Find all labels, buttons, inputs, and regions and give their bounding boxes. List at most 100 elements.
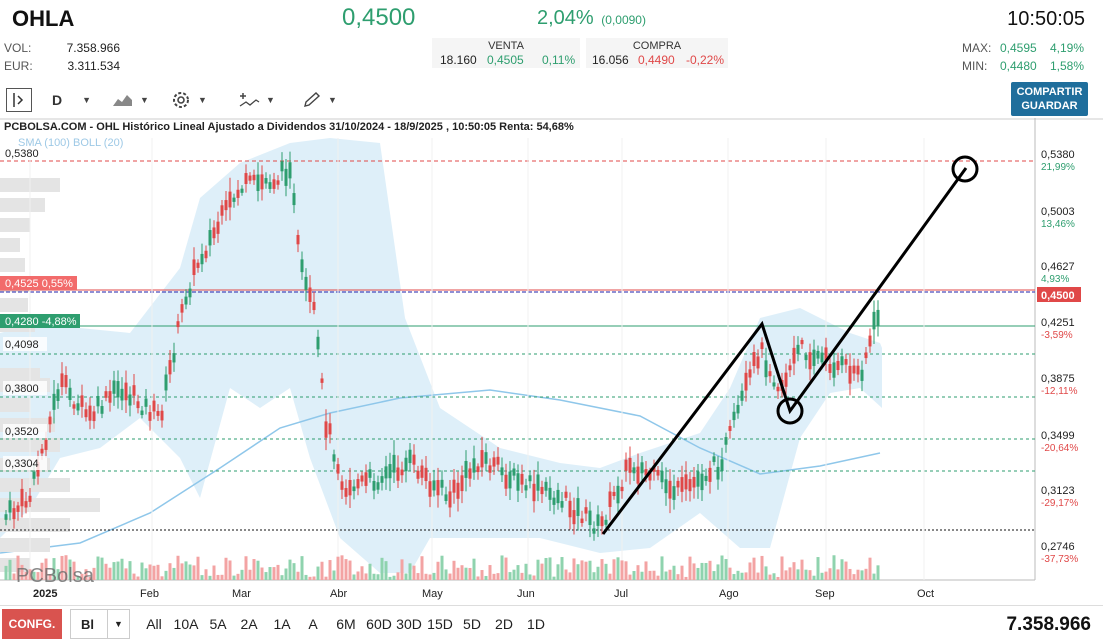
volume-bar	[196, 556, 200, 580]
candle-body	[264, 178, 268, 184]
volume-bar	[540, 563, 544, 580]
volume-bar	[168, 563, 172, 580]
candle-body	[132, 385, 136, 396]
candle-body	[288, 162, 292, 179]
venta-qty: 18.160	[440, 53, 477, 67]
volume-bar	[220, 574, 224, 580]
volume-bar	[556, 564, 560, 580]
min-pct: 1,58%	[1050, 59, 1085, 73]
volume-bar	[304, 574, 308, 580]
drawing-tools-button[interactable]: ▼	[302, 88, 337, 112]
candle-body	[548, 487, 552, 500]
range-button-60d[interactable]: 60D	[366, 616, 392, 632]
volume-bar	[224, 557, 228, 580]
min-label: MIN:	[962, 59, 988, 73]
volume-bar	[340, 555, 344, 580]
bl-select[interactable]: Bl ▼	[70, 609, 130, 639]
volume-bar	[88, 576, 92, 580]
volume-bar	[716, 564, 720, 580]
candle-body	[232, 197, 236, 202]
volume-bar	[672, 565, 676, 580]
candle-body	[672, 486, 676, 500]
chart-type-button[interactable]: ▼	[112, 88, 149, 112]
candle-body	[828, 364, 832, 373]
range-button-2a[interactable]: 2A	[240, 616, 258, 632]
range-button-10a[interactable]: 10A	[173, 616, 199, 632]
range-button-1a[interactable]: 1A	[273, 616, 291, 632]
config-button[interactable]: CONFG.	[2, 609, 62, 639]
indicators-icon	[239, 93, 260, 107]
candle-body	[832, 362, 836, 378]
chart-canvas[interactable]: 0,5380 0,4098 0,3800 0,3520 0,3304 0,4525 0,5…	[0, 118, 1103, 604]
eur-label: EUR:	[4, 59, 33, 73]
current-price-tag	[1037, 287, 1081, 302]
x-axis-label: Oct	[917, 588, 934, 600]
chevron-down-icon: ▼	[140, 95, 149, 105]
range-button-30d[interactable]: 30D	[396, 616, 422, 632]
volume-bar	[316, 566, 320, 580]
volume-bar	[144, 568, 148, 580]
share-save-button[interactable]: COMPARTIR GUARDAR	[1011, 82, 1088, 116]
volume-bar	[432, 572, 436, 580]
vol-value: 7.358.966	[66, 41, 120, 55]
candle-body	[584, 507, 588, 514]
candle-body	[844, 359, 848, 365]
candle-body	[636, 466, 640, 484]
range-button-2d[interactable]: 2D	[495, 616, 513, 632]
volume-bar	[180, 563, 184, 580]
candle-body	[324, 421, 328, 438]
candle-body	[740, 390, 744, 401]
candle-body	[552, 497, 556, 505]
range-button-a[interactable]: A	[308, 616, 318, 632]
period-selector[interactable]: D ▼	[52, 88, 91, 112]
candle-body	[168, 360, 172, 375]
candle-body	[704, 475, 708, 482]
candle-body	[872, 311, 876, 330]
candle-body	[820, 352, 824, 363]
left-label-bg	[3, 337, 47, 351]
range-button-1d[interactable]: 1D	[527, 616, 545, 632]
range-button-all[interactable]: All	[146, 616, 162, 632]
volume-bar	[324, 576, 328, 580]
candle-body	[632, 467, 636, 474]
x-axis-label: Feb	[140, 588, 159, 600]
volume-bar	[328, 560, 332, 580]
price-chart[interactable]: 0,5380 0,4098 0,3800 0,3520 0,3304 0,4525 0,5…	[0, 118, 1103, 604]
volume-bar	[108, 567, 112, 580]
volume-bar	[268, 567, 272, 580]
candle-body	[452, 479, 456, 493]
volume-bar	[412, 565, 416, 580]
volume-bar	[176, 555, 180, 580]
volume-bar	[544, 557, 548, 580]
candle-body	[664, 479, 668, 494]
sidebar-toggle-icon[interactable]	[6, 88, 32, 112]
volume-bar	[708, 560, 712, 580]
settings-button[interactable]: ▼	[170, 88, 207, 112]
indicators-button[interactable]: ▼	[238, 88, 275, 112]
range-button-15d[interactable]: 15D	[427, 616, 453, 632]
share-label: COMPARTIR	[1016, 86, 1083, 98]
candle-body	[556, 489, 560, 504]
pencil-icon	[304, 92, 321, 107]
bollinger-band	[0, 138, 882, 573]
range-button-5d[interactable]: 5D	[463, 616, 481, 632]
candle-body	[8, 500, 12, 513]
right-pct-label: -3,59%	[1041, 330, 1073, 341]
ticker-symbol: OHLA	[12, 6, 75, 31]
volume-bar	[788, 567, 792, 580]
left-price-label: 0,3304	[5, 458, 39, 470]
candle-body	[88, 405, 92, 421]
volume-bar	[284, 568, 288, 580]
candle-body	[304, 276, 308, 290]
range-button-5a[interactable]: 5A	[209, 616, 227, 632]
candle-body	[220, 205, 224, 216]
candle-body	[612, 491, 616, 497]
volume-bar	[228, 560, 232, 580]
range-button-6m[interactable]: 6M	[336, 616, 356, 632]
volume-bar	[36, 572, 40, 580]
candle-body	[604, 519, 608, 525]
candle-body	[392, 454, 396, 473]
candle-body	[492, 457, 496, 467]
volume-bar	[700, 562, 704, 580]
candle-body	[800, 339, 804, 345]
